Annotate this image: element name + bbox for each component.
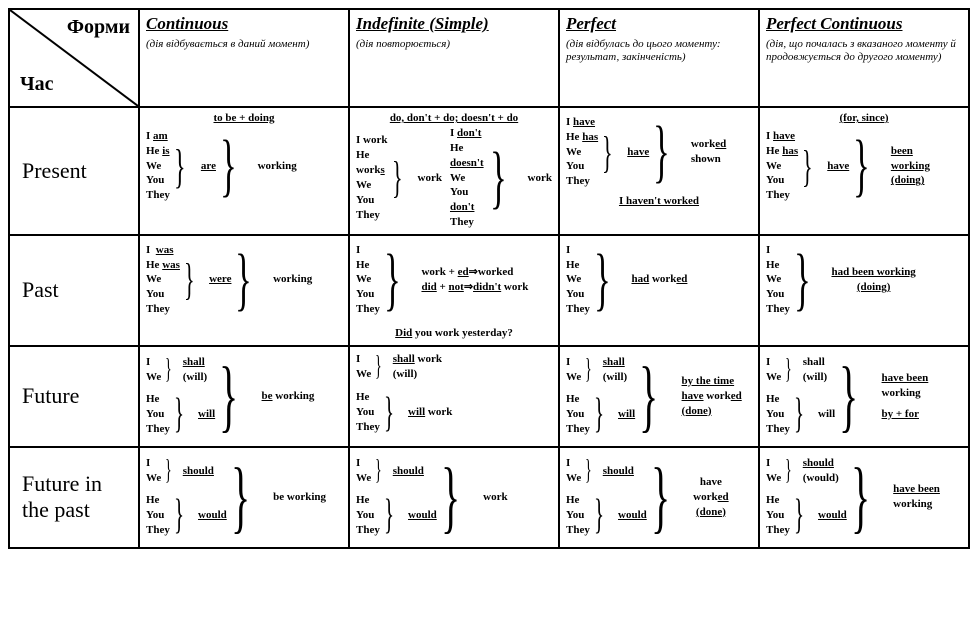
cell-fip-continuous: IWe } should HeYouThey } would } be work… [139, 447, 349, 548]
col-perfect-continuous: Perfect Continuous (дія, що почалась з в… [759, 9, 969, 107]
row-past: Past I was He was WeYouThey } were } wor… [9, 235, 969, 346]
header-forms: Форми [67, 16, 130, 39]
cell-past-indefinite: IHeWeYouThey } work + ed⇒worked did + no… [349, 235, 559, 346]
cell-present-continuous: to be + doing I am He is WeYouThey } are… [139, 107, 349, 235]
cell-present-perfect: I have He has WeYouThey } have } workeds… [559, 107, 759, 235]
cell-future-perfect-continuous: IWe } shall(will) HeYouThey } will } hav… [759, 346, 969, 447]
cell-present-perfect-continuous: (for, since) I have He has WeYouThey } h… [759, 107, 969, 235]
col-continuous: Continuous (дія відбувається в даний мом… [139, 9, 349, 107]
header-row: Форми Час Continuous (дія відбувається в… [9, 9, 969, 107]
row-label-present: Present [22, 158, 87, 183]
cell-future-perfect: IWe } shall(will) HeYouThey } will } by … [559, 346, 759, 447]
cell-fip-perfect-continuous: IWe } should(would) HeYouThey } would } … [759, 447, 969, 548]
cell-past-continuous: I was He was WeYouThey } were } working [139, 235, 349, 346]
row-future-in-past: Future in the past IWe } should HeYouThe… [9, 447, 969, 548]
cell-past-perfect: IHeWeYouThey } had worked [559, 235, 759, 346]
cell-future-indefinite: IWe } shall work(will) HeYouThey } will … [349, 346, 559, 447]
cell-present-indefinite: do, don't + do; doesn't + do I workHe wo… [349, 107, 559, 235]
cell-past-perfect-continuous: IHeWeYouThey } had been working(doing) [759, 235, 969, 346]
col-perfect: Perfect (дія відбулась до цього моменту:… [559, 9, 759, 107]
cell-future-continuous: IWe } shall(will) HeYouThey } will } be … [139, 346, 349, 447]
row-label-past: Past [22, 277, 59, 302]
row-present: Present to be + doing I am He is WeYouTh… [9, 107, 969, 235]
row-label-future: Future [22, 383, 79, 408]
cell-fip-perfect: IWe } should HeYouThey } would } havewor… [559, 447, 759, 548]
diagonal-header: Форми Час [9, 9, 139, 107]
row-future: Future IWe } shall(will) HeYouThey } wil… [9, 346, 969, 447]
col-indefinite: Indefinite (Simple) (дія повторюється) [349, 9, 559, 107]
row-label-fip: Future in the past [22, 471, 102, 522]
tense-table: Форми Час Continuous (дія відбувається в… [8, 8, 970, 549]
cell-fip-indefinite: IWe } should HeYouThey } would } work [349, 447, 559, 548]
header-tense: Час [20, 73, 54, 96]
